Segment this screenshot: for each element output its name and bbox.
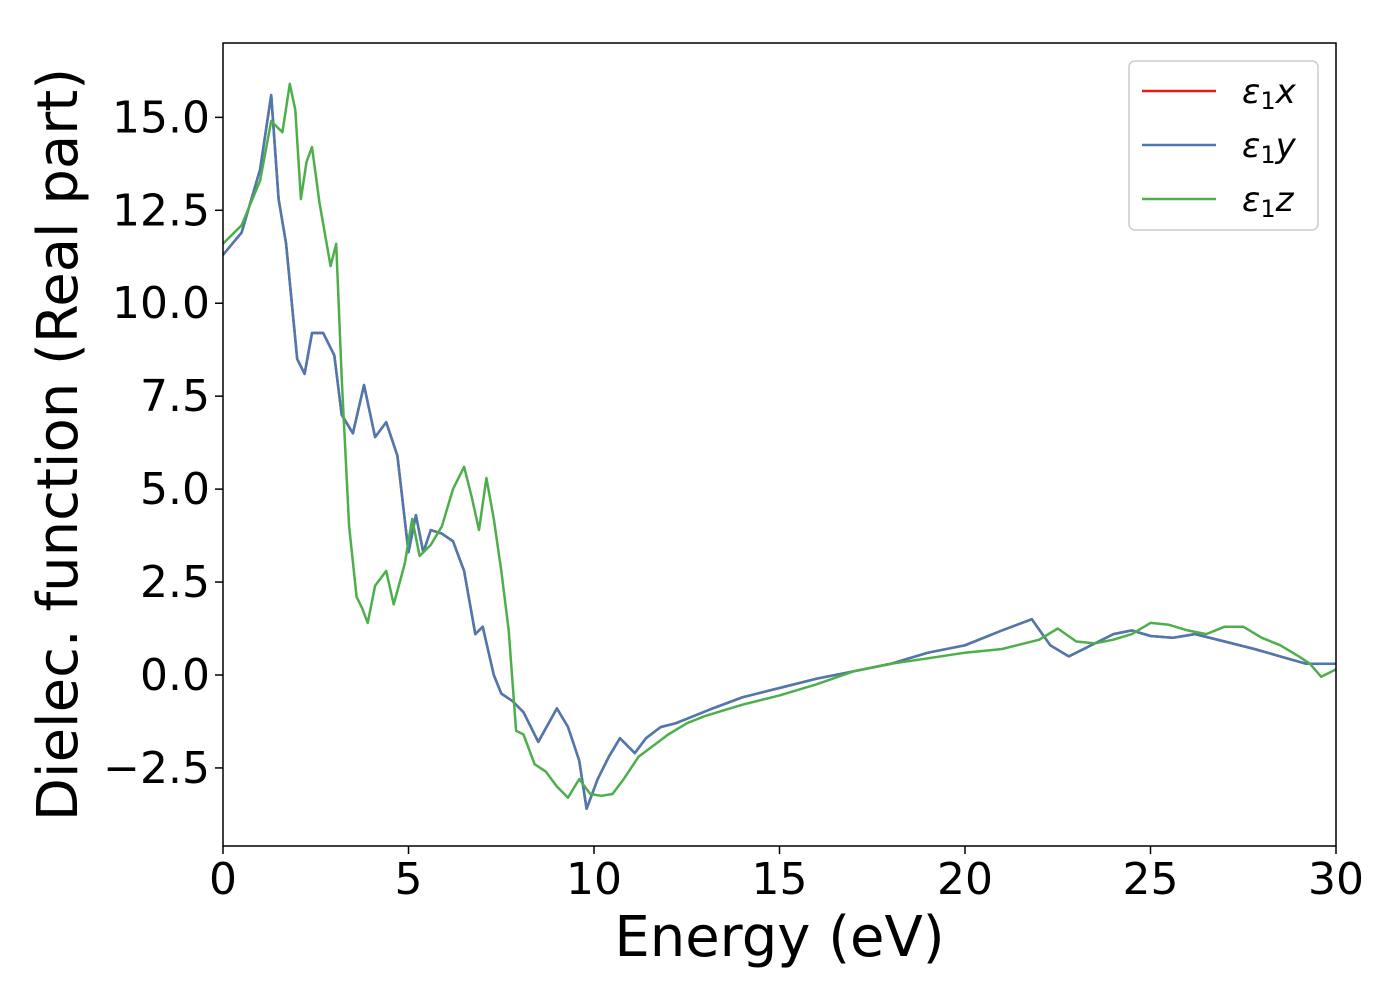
legend-box bbox=[1128, 60, 1319, 231]
series-line-z bbox=[223, 82, 1336, 799]
y-tick-label: 5.0 bbox=[140, 464, 210, 515]
x-tick-label: 30 bbox=[1308, 854, 1364, 905]
x-axis-ticks: 0 5 10 15 20 25 30 bbox=[209, 846, 1364, 905]
legend: ε1x ε1y ε1z bbox=[1128, 60, 1319, 231]
x-tick-label: 15 bbox=[752, 854, 808, 905]
x-tick-label: 25 bbox=[1123, 854, 1179, 905]
legend-label-z: ε1z bbox=[1242, 180, 1295, 223]
y-tick-label: −2.5 bbox=[103, 743, 210, 794]
x-tick-label: 20 bbox=[937, 854, 993, 905]
y-tick-label: 10.0 bbox=[112, 278, 210, 329]
y-tick-label: 0.0 bbox=[140, 650, 210, 701]
y-tick-label: 7.5 bbox=[140, 371, 210, 422]
series-line-y bbox=[223, 93, 1336, 811]
series-lines bbox=[223, 82, 1336, 811]
x-tick-label: 5 bbox=[395, 854, 423, 905]
y-tick-label: 12.5 bbox=[112, 185, 210, 236]
legend-label-x: ε1x bbox=[1242, 72, 1297, 115]
legend-label-y: ε1y bbox=[1242, 126, 1297, 169]
y-axis-ticks: −2.5 0.0 2.5 5.0 7.5 10.0 12.5 15.0 bbox=[103, 92, 223, 794]
x-tick-label: 0 bbox=[209, 854, 237, 905]
x-axis-label: Energy (eV) bbox=[614, 905, 944, 970]
y-tick-label: 2.5 bbox=[140, 557, 210, 608]
x-tick-label: 10 bbox=[566, 854, 622, 905]
y-tick-label: 15.0 bbox=[112, 92, 210, 143]
y-axis-label: Dielec. function (Real part) bbox=[26, 68, 91, 821]
